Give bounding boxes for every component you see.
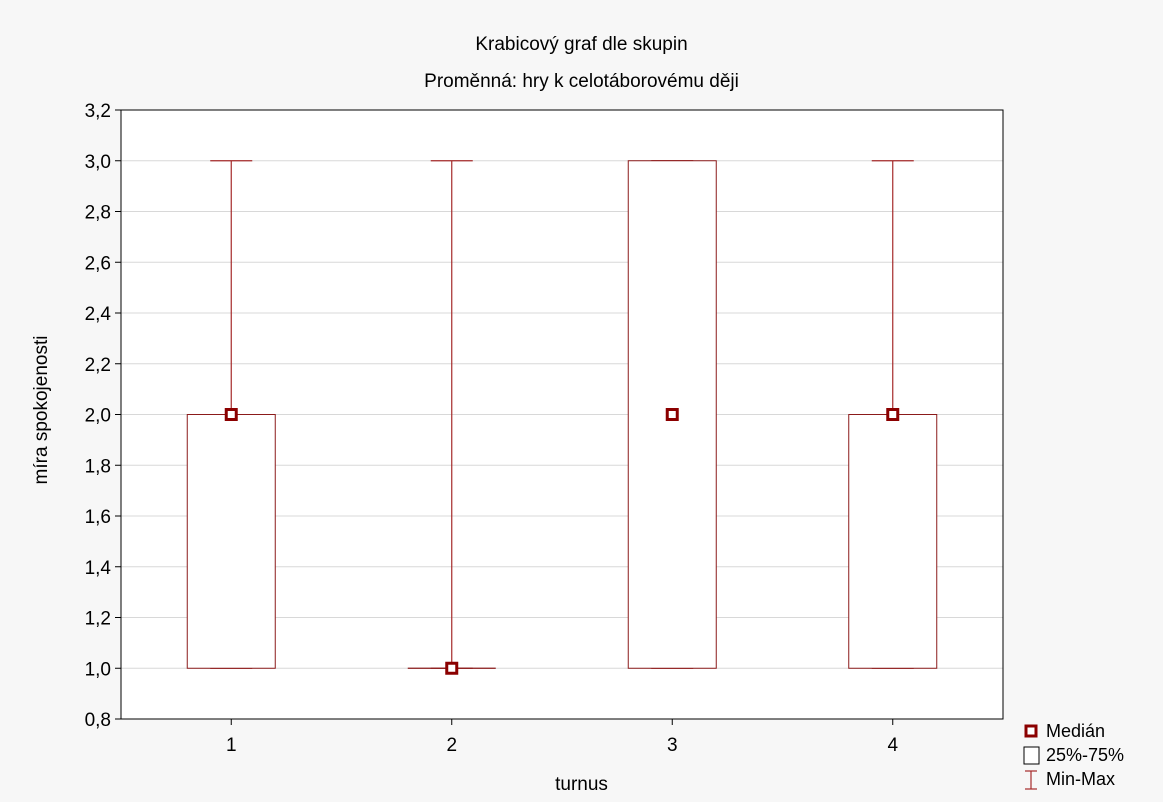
y-tick-label: 2,4 (85, 304, 112, 325)
y-tick-label: 1,8 (85, 456, 111, 477)
legend-label-range: Min-Max (1046, 769, 1115, 789)
x-tick-label: 2 (446, 735, 457, 756)
y-tick-label: 2,6 (85, 253, 111, 274)
iqr-box (849, 415, 937, 669)
median-marker (888, 410, 898, 420)
y-tick-label: 1,2 (85, 609, 111, 630)
y-axis-label: míra spokojenosti (31, 336, 53, 485)
y-tick-label: 3,0 (85, 152, 111, 173)
y-tick-label: 1,6 (85, 507, 111, 528)
legend-item-range: Min-Max (1022, 768, 1124, 792)
median-marker (226, 410, 236, 420)
y-tick-label: 2,8 (85, 203, 111, 224)
y-tick-label: 1,4 (85, 558, 112, 579)
legend: Medián 25%-75% Min-Max (1022, 720, 1124, 792)
y-tick-label: 3,2 (85, 101, 111, 122)
median-marker (447, 663, 457, 673)
y-tick-label: 2,2 (85, 355, 111, 376)
iqr-box (187, 415, 275, 669)
x-tick-label: 3 (667, 735, 678, 756)
whisker-symbol-icon (1022, 770, 1042, 792)
y-tick-label: 0,8 (85, 710, 111, 731)
x-tick-label: 4 (887, 735, 898, 756)
box-symbol-icon (1022, 746, 1042, 768)
legend-label-median: Medián (1046, 721, 1105, 741)
legend-item-median: Medián (1022, 720, 1124, 744)
median-marker-icon (1022, 722, 1042, 742)
median-marker (667, 410, 677, 420)
y-tick-label: 1,0 (85, 659, 111, 680)
x-tick-label: 1 (226, 735, 237, 756)
legend-item-box: 25%-75% (1022, 744, 1124, 768)
y-tick-label: 2,0 (85, 406, 111, 427)
x-axis-label: turnus (0, 774, 1163, 796)
legend-label-box: 25%-75% (1046, 745, 1124, 765)
